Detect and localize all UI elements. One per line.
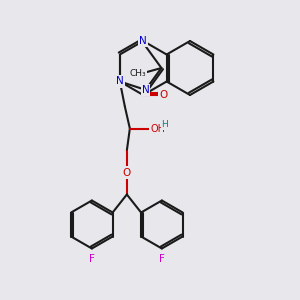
Text: N: N: [142, 85, 149, 95]
Text: F: F: [159, 254, 165, 263]
Text: N: N: [140, 36, 147, 46]
Text: F: F: [89, 254, 95, 263]
Text: N: N: [116, 76, 124, 86]
Text: CH₃: CH₃: [129, 68, 146, 77]
Text: O: O: [159, 90, 167, 100]
Text: H: H: [161, 120, 168, 129]
Text: OH: OH: [150, 124, 165, 134]
Text: O: O: [123, 167, 131, 178]
